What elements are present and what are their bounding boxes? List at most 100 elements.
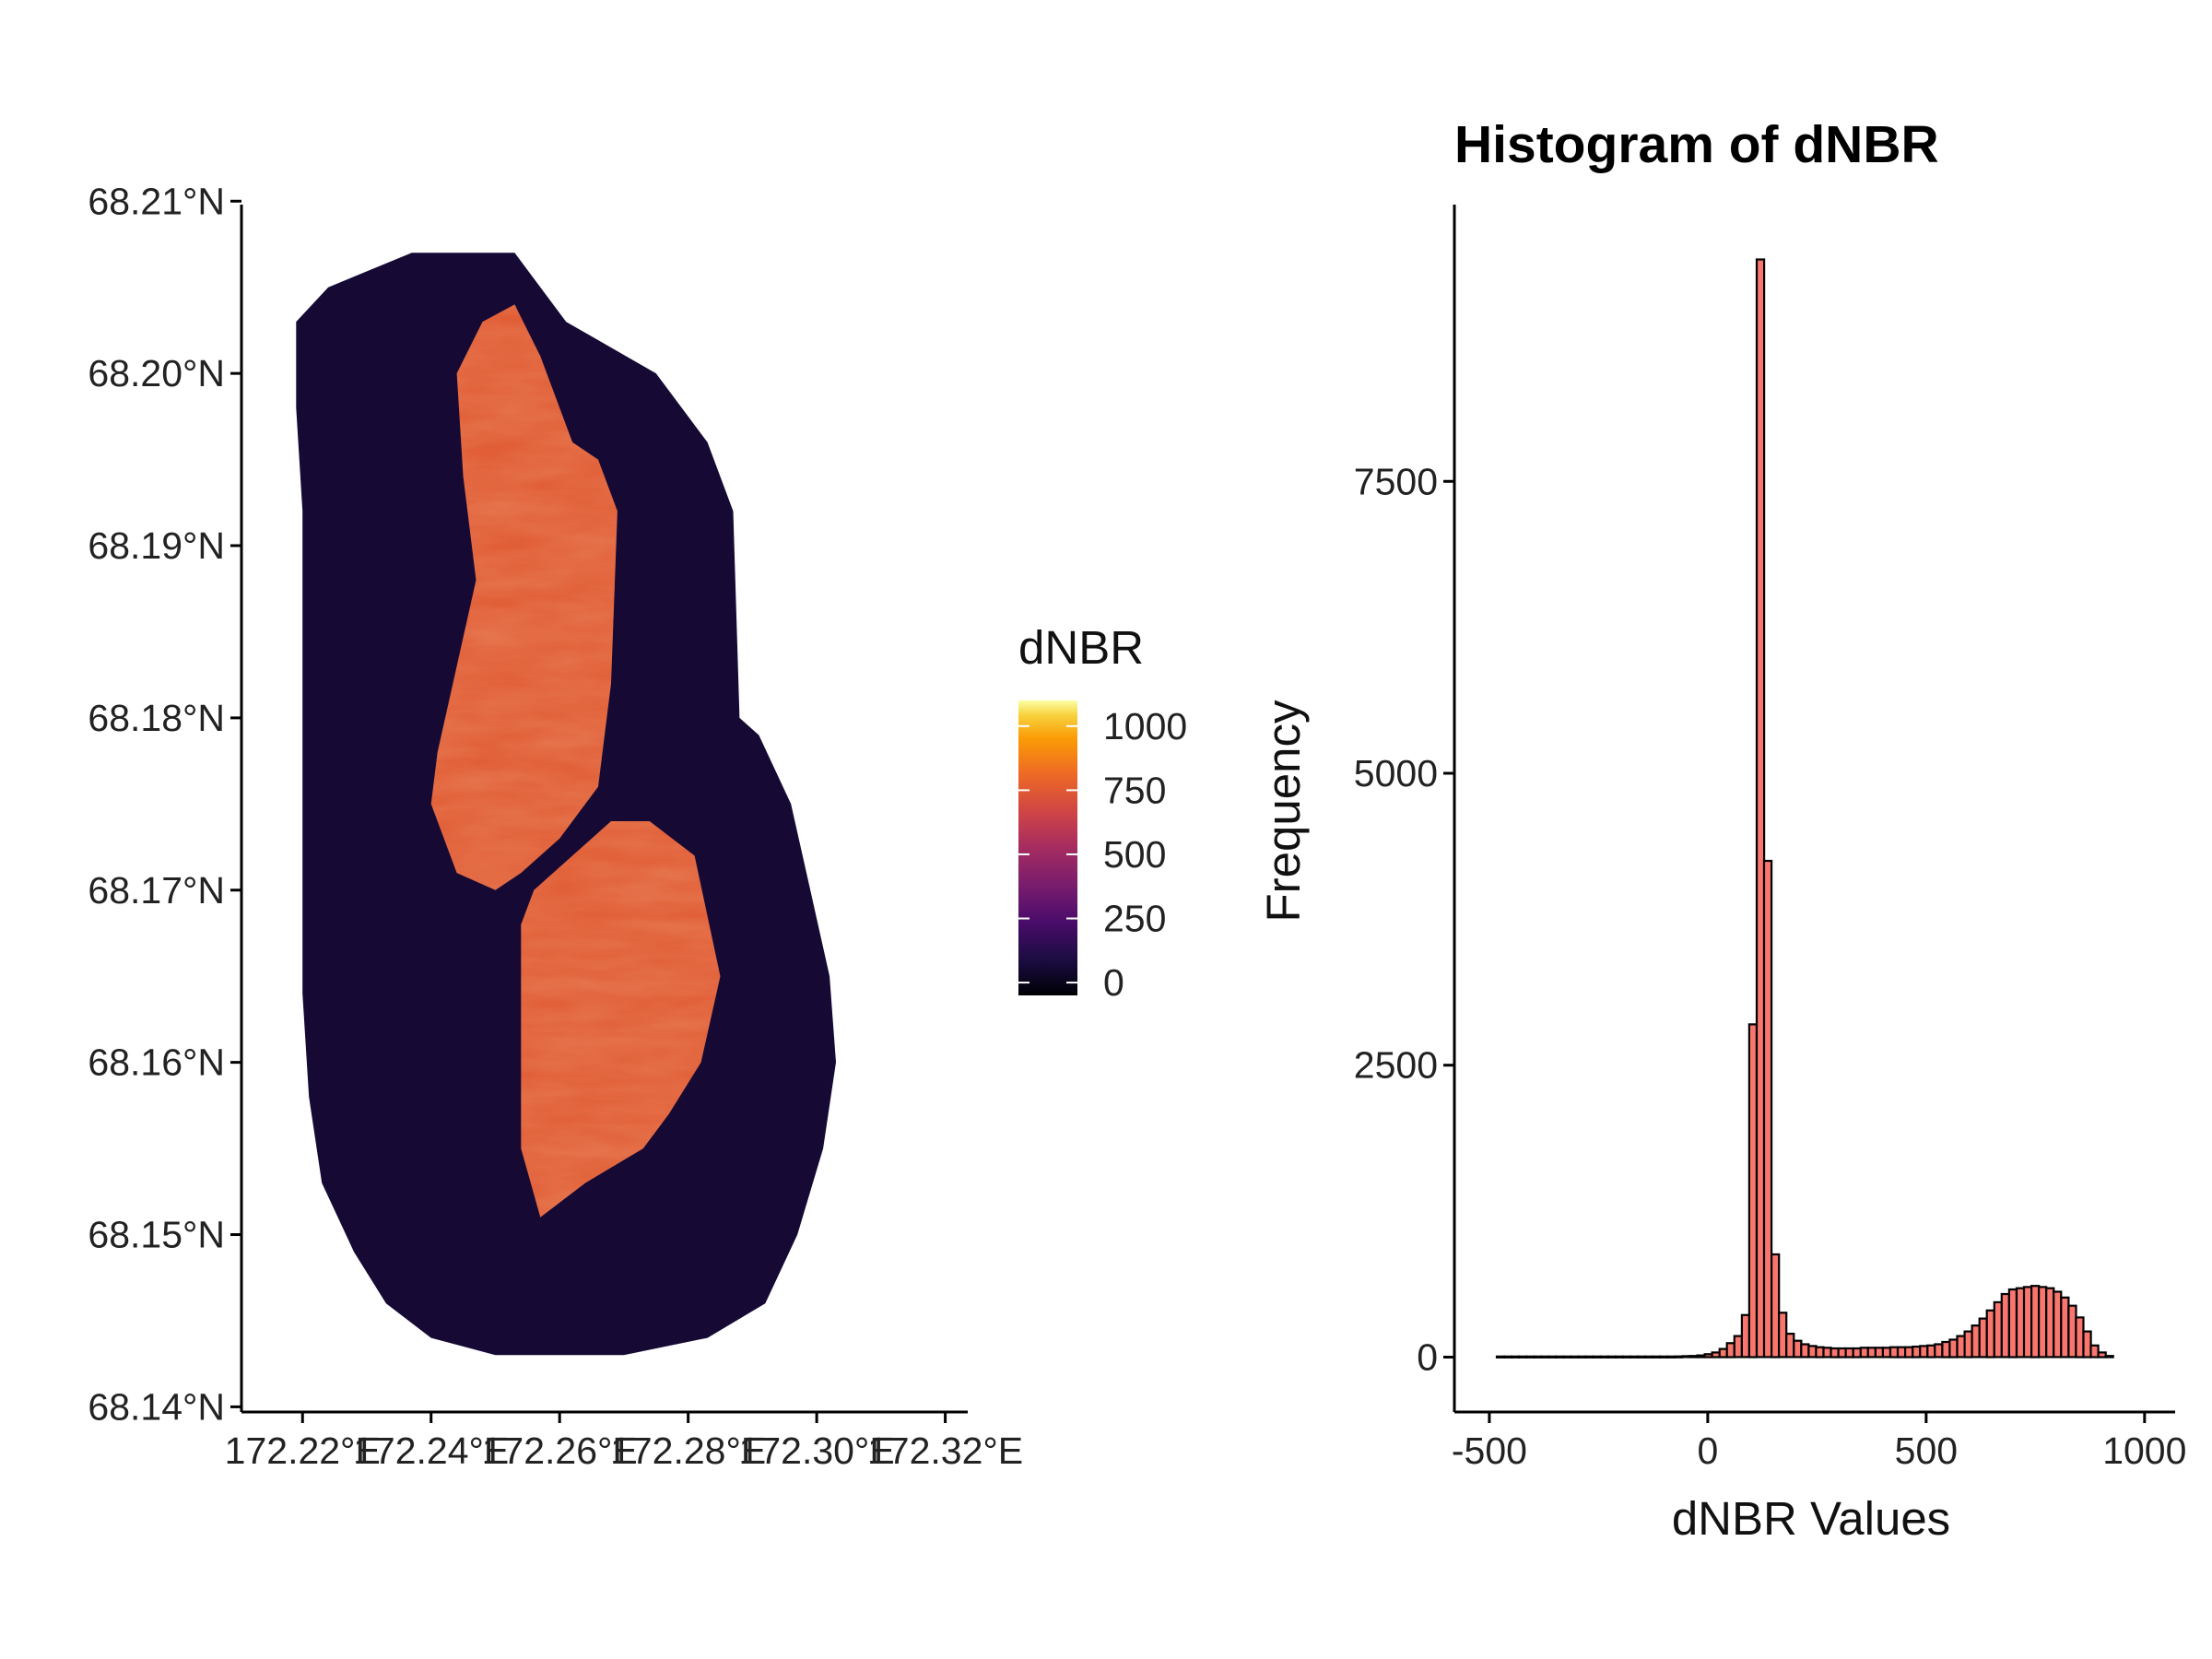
hist-x-ticks: -500 0 500 1000 xyxy=(1452,1412,2186,1472)
histogram-bar xyxy=(1555,1355,1565,1359)
map-y-tick-label: 68.14°N xyxy=(88,1385,225,1428)
histogram-bar xyxy=(1643,1355,1654,1359)
histogram-bar xyxy=(1733,1335,1744,1359)
legend-tick-label: 250 xyxy=(1103,898,1166,940)
map-x-tick-label: 172.30°E xyxy=(739,1430,895,1472)
histogram-bar xyxy=(1978,1317,1988,1359)
histogram-bar xyxy=(2022,1286,2033,1359)
hist-y-tick-label: 2500 xyxy=(1354,1044,1438,1087)
map-y-tick-label: 68.20°N xyxy=(88,352,225,394)
histogram-bar xyxy=(2030,1285,2041,1359)
legend-ticks: 1000 750 500 250 0 xyxy=(1018,705,1187,1004)
histogram-bar xyxy=(1510,1355,1521,1359)
histogram-bar xyxy=(2097,1351,2107,1359)
legend-title: dNBR xyxy=(1018,621,1144,674)
hist-x-tick-label: 1000 xyxy=(2102,1430,2186,1472)
histogram-bar xyxy=(1696,1354,1706,1359)
histogram-bar xyxy=(2060,1296,2070,1359)
histogram-bar xyxy=(1540,1355,1550,1359)
histogram-bar xyxy=(1896,1346,1907,1359)
hist-y-tick-label: 7500 xyxy=(1354,460,1438,502)
map-x-tick-label: 172.22°E xyxy=(225,1430,381,1472)
chart-title: Histogram of dNBR xyxy=(1454,115,1939,174)
histogram-bar xyxy=(1785,1332,1795,1359)
map-x-tick-label: 172.24°E xyxy=(353,1430,509,1472)
histogram-bar xyxy=(1525,1355,1535,1359)
histogram-bar xyxy=(1674,1355,1684,1359)
histogram-bar xyxy=(1688,1355,1699,1359)
histogram-bar xyxy=(1859,1347,1870,1359)
histogram-bar xyxy=(2000,1292,2011,1359)
histogram-bar xyxy=(1904,1346,1914,1359)
hist-x-tick-label: 500 xyxy=(1895,1430,1958,1472)
dnbr-legend: dNBR 1000 750 500 250 0 xyxy=(1018,621,1187,1004)
burn-scar-north-texture xyxy=(430,304,618,890)
histogram-bar xyxy=(1502,1355,1513,1359)
histogram-bar xyxy=(1866,1347,1877,1359)
histogram-bar xyxy=(1934,1343,1944,1359)
histogram-bar xyxy=(1629,1355,1640,1359)
map-y-tick-label: 68.16°N xyxy=(88,1041,225,1084)
histogram-bar xyxy=(2015,1287,2026,1359)
hist-y-tick-label: 0 xyxy=(1417,1335,1438,1378)
legend-tick-label: 1000 xyxy=(1103,705,1187,747)
burn-scar-south-texture xyxy=(521,821,721,1218)
histogram-bar xyxy=(1495,1355,1506,1359)
histogram-bar xyxy=(1621,1355,1632,1359)
histogram-bar xyxy=(2082,1330,2092,1359)
legend-tick-label: 500 xyxy=(1103,833,1166,876)
histogram-bar xyxy=(1681,1355,1691,1359)
histogram-bar xyxy=(1711,1351,1721,1359)
hist-y-tick-label: 5000 xyxy=(1354,752,1438,794)
histogram-bar xyxy=(1822,1347,1832,1359)
dnbr-map-panel: 68.14°N 68.15°N 68.16°N 68.17°N 68.18°N 68.19… xyxy=(88,180,1023,1472)
legend-colorbar xyxy=(1018,700,1077,995)
histogram-bars xyxy=(1495,258,2114,1359)
hist-x-tick-label: 0 xyxy=(1697,1430,1718,1472)
map-raster xyxy=(296,253,836,1356)
histogram-bar xyxy=(1547,1355,1558,1359)
histogram-bar xyxy=(1881,1347,1892,1359)
hist-x-tick-label: -500 xyxy=(1452,1430,1527,1472)
map-y-ticks: 68.14°N 68.15°N 68.16°N 68.17°N 68.18°N 68.19… xyxy=(88,180,241,1428)
hist-y-ticks: 0 2500 5000 7500 xyxy=(1354,460,1454,1378)
map-y-tick-label: 68.18°N xyxy=(88,697,225,739)
histogram-bar xyxy=(1570,1355,1580,1359)
map-y-tick-label: 68.17°N xyxy=(88,869,225,912)
histogram-bar xyxy=(2038,1286,2048,1359)
histogram-bar xyxy=(2089,1344,2100,1359)
histogram-bar xyxy=(1926,1344,1936,1359)
histogram-bar xyxy=(1874,1347,1885,1359)
histogram-bar xyxy=(1652,1355,1662,1359)
histogram-bar xyxy=(1971,1324,1981,1359)
legend-tick-label: 750 xyxy=(1103,769,1166,811)
map-y-tick-label: 68.19°N xyxy=(88,524,225,567)
histogram-bar xyxy=(1800,1343,1810,1359)
histogram-bar xyxy=(2104,1355,2114,1359)
map-x-tick-label: 172.26°E xyxy=(482,1430,638,1472)
map-x-ticks: 172.22°E172.24°E172.26°E172.28°E172.30°E… xyxy=(225,1412,1023,1472)
histogram-bar xyxy=(1755,258,1766,1359)
histogram-bar xyxy=(1985,1309,1995,1359)
histogram-bar xyxy=(1725,1342,1735,1359)
y-axis-title: Frequency xyxy=(1257,700,1310,922)
map-y-tick-label: 68.21°N xyxy=(88,180,225,222)
histogram-bar xyxy=(1963,1330,1973,1359)
map-y-tick-label: 68.15°N xyxy=(88,1214,225,1256)
histogram-bar xyxy=(1852,1347,1862,1359)
histogram-bar xyxy=(1807,1345,1818,1359)
histogram-bar xyxy=(1584,1355,1594,1359)
histogram-bar xyxy=(1948,1338,1959,1359)
histogram-bar xyxy=(1993,1300,2004,1359)
map-x-tick-label: 172.32°E xyxy=(867,1430,1023,1472)
histogram-bar xyxy=(1592,1355,1602,1359)
histogram-bar xyxy=(2053,1290,2063,1359)
histogram-bar xyxy=(2075,1316,2085,1359)
histogram-bar xyxy=(1533,1355,1543,1359)
histogram-panel: Histogram of dNBR 0 2500 5000 7500 -500 0 500… xyxy=(1257,115,2186,1545)
histogram-bar xyxy=(1793,1339,1803,1359)
histogram-bar xyxy=(1614,1355,1625,1359)
histogram-bar xyxy=(2067,1304,2077,1359)
histogram-bar xyxy=(1740,1313,1751,1359)
